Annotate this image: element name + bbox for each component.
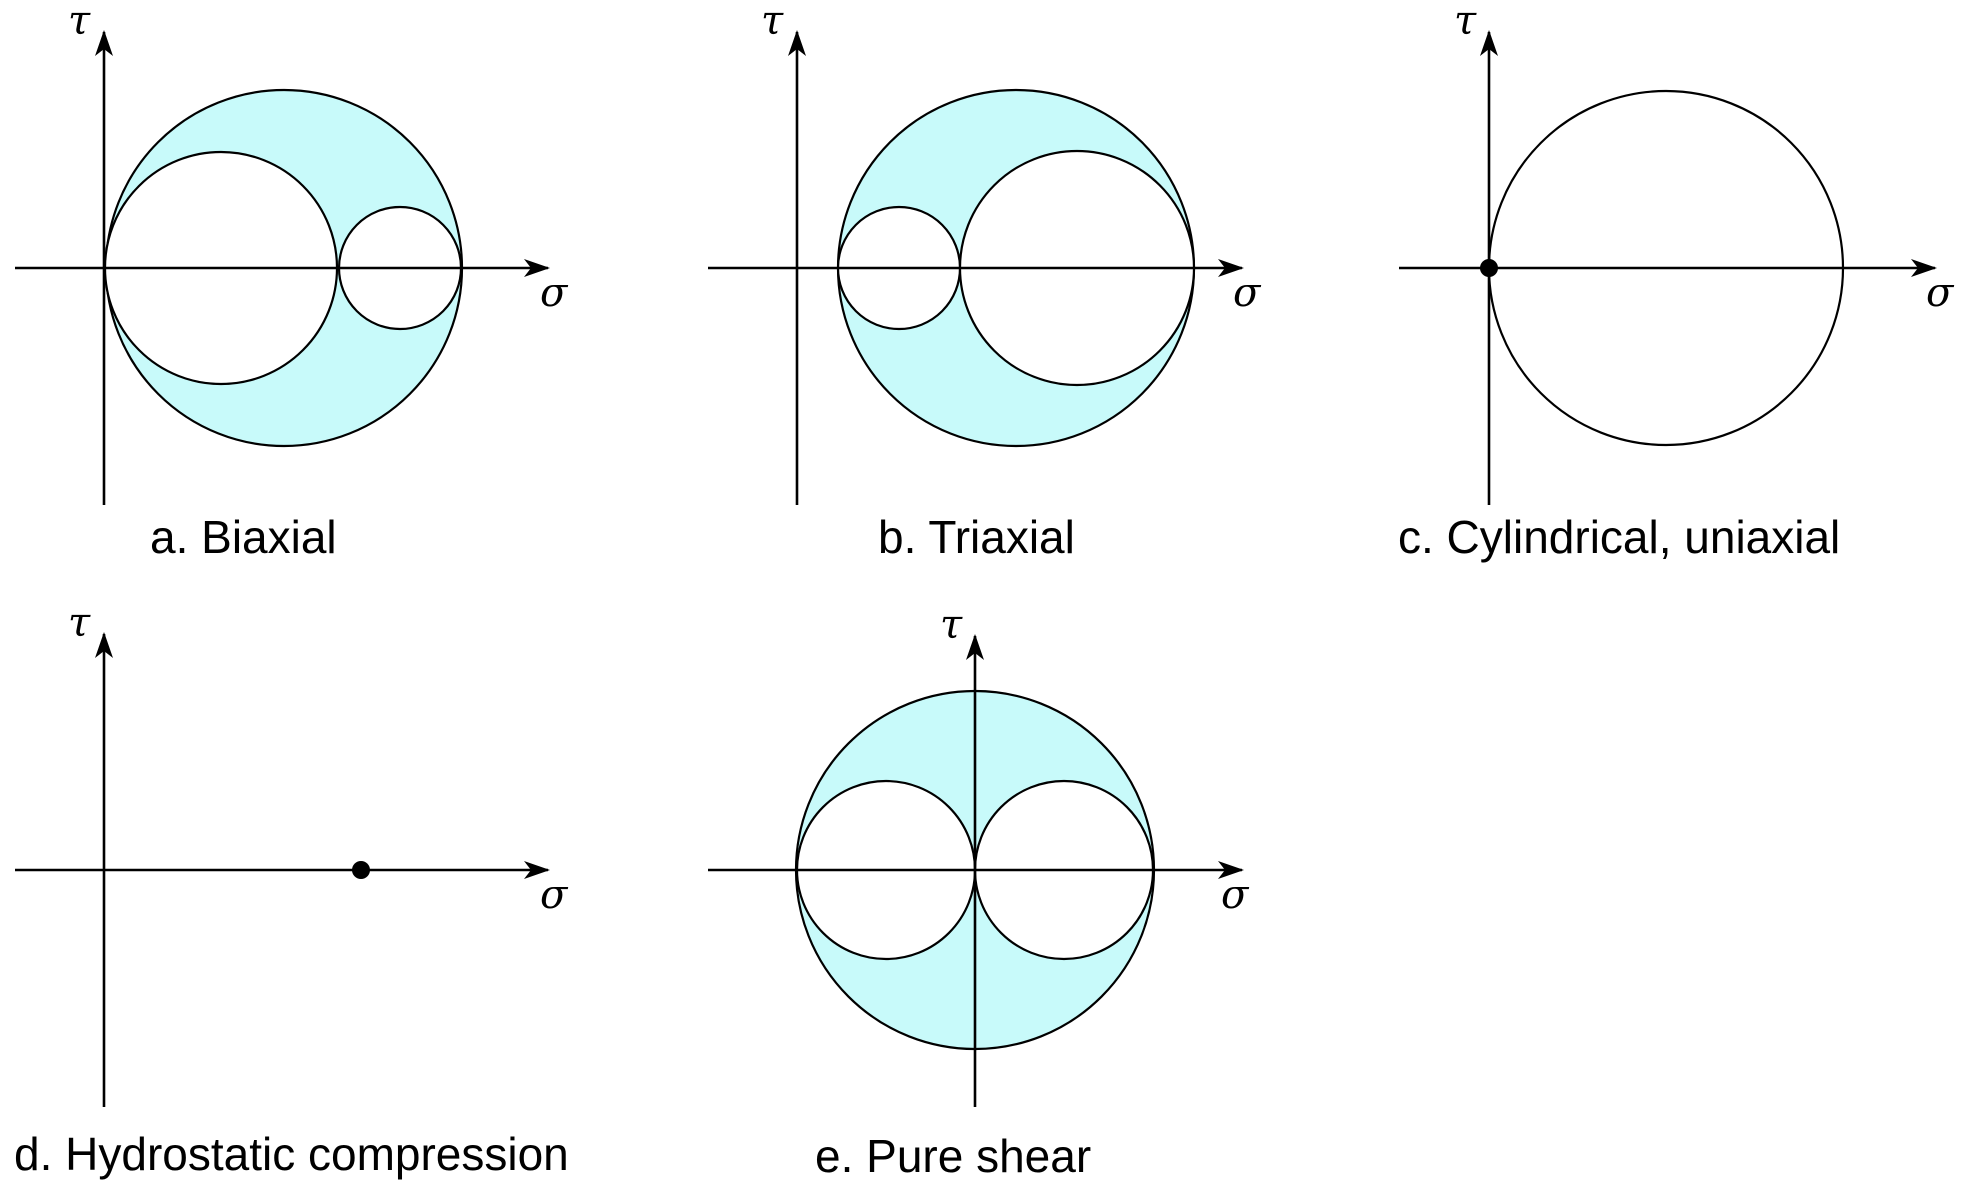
sigma-axis-label: σ xyxy=(1221,872,1250,918)
tau-axis-label: τ xyxy=(761,0,784,44)
sigma-axis-label: σ xyxy=(1233,270,1262,316)
panel-caption: d. Hydrostatic compression xyxy=(14,1128,569,1180)
panel-a-biaxial: τ σ a. Biaxial xyxy=(15,0,569,563)
tau-axis-label: τ xyxy=(68,600,91,646)
sigma-axis-label: σ xyxy=(1926,270,1955,316)
sigma-axis-label: σ xyxy=(540,872,569,918)
stress-point xyxy=(352,861,370,879)
panel-e-pure-shear: τ σ e. Pure shear xyxy=(708,602,1250,1182)
panel-d-hydrostatic-compression: τ σ d. Hydrostatic compression xyxy=(14,600,569,1180)
panel-caption: a. Biaxial xyxy=(150,511,337,563)
panel-caption: e. Pure shear xyxy=(815,1130,1091,1182)
tau-axis-label: τ xyxy=(940,602,963,648)
tau-axis-label: τ xyxy=(1454,0,1477,44)
sigma-axis-label: σ xyxy=(540,270,569,316)
stress-point xyxy=(1480,259,1498,277)
panel-caption: c. Cylindrical, uniaxial xyxy=(1398,511,1840,563)
panel-caption: b. Triaxial xyxy=(878,511,1075,563)
tau-axis-label: τ xyxy=(68,0,91,44)
panel-b-triaxial: τ σ b. Triaxial xyxy=(708,0,1262,563)
panel-c-cylindrical-uniaxial: τ σ c. Cylindrical, uniaxial xyxy=(1398,0,1955,563)
